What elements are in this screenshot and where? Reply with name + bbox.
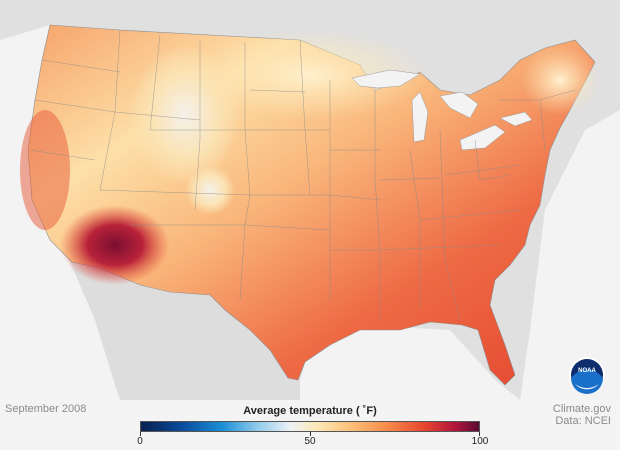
great-lakes bbox=[351, 69, 533, 151]
southwest-hot-zone bbox=[60, 205, 170, 285]
legend-tick-mark bbox=[140, 432, 141, 436]
canada-land bbox=[0, 0, 620, 110]
legend-colorbar bbox=[140, 421, 480, 432]
date-label: September 2008 bbox=[5, 403, 87, 415]
legend-tick-mark bbox=[310, 432, 311, 436]
northeast-cool-zone bbox=[520, 45, 600, 115]
map-area: NOAA bbox=[0, 0, 620, 400]
legend-tick-mark bbox=[479, 432, 480, 436]
gulf-water bbox=[300, 325, 520, 400]
noaa-logo-text: NOAA bbox=[578, 368, 596, 374]
credit-source: Climate.gov bbox=[552, 403, 611, 415]
legend-title: Average temperature ( ˚F) bbox=[243, 405, 377, 417]
legend-tick-label: 100 bbox=[471, 436, 489, 447]
baja-peninsula bbox=[70, 262, 125, 385]
temperature-map: NOAA bbox=[0, 0, 620, 400]
credit-data: Data: NCEI bbox=[555, 415, 611, 427]
legend-tick-label: 0 bbox=[137, 436, 143, 447]
state-borders bbox=[29, 29, 576, 321]
pacific-water bbox=[0, 25, 120, 400]
north-cool-zone bbox=[190, 30, 430, 120]
california-hot-zone bbox=[20, 110, 70, 230]
noaa-logo: NOAA bbox=[569, 357, 605, 394]
colorado-cool-zone bbox=[185, 165, 235, 215]
legend-tick-label: 50 bbox=[304, 436, 316, 447]
mexico-land bbox=[85, 260, 300, 400]
atlantic-water bbox=[520, 110, 620, 400]
credit: Climate.gov Data: NCEI bbox=[553, 403, 611, 427]
